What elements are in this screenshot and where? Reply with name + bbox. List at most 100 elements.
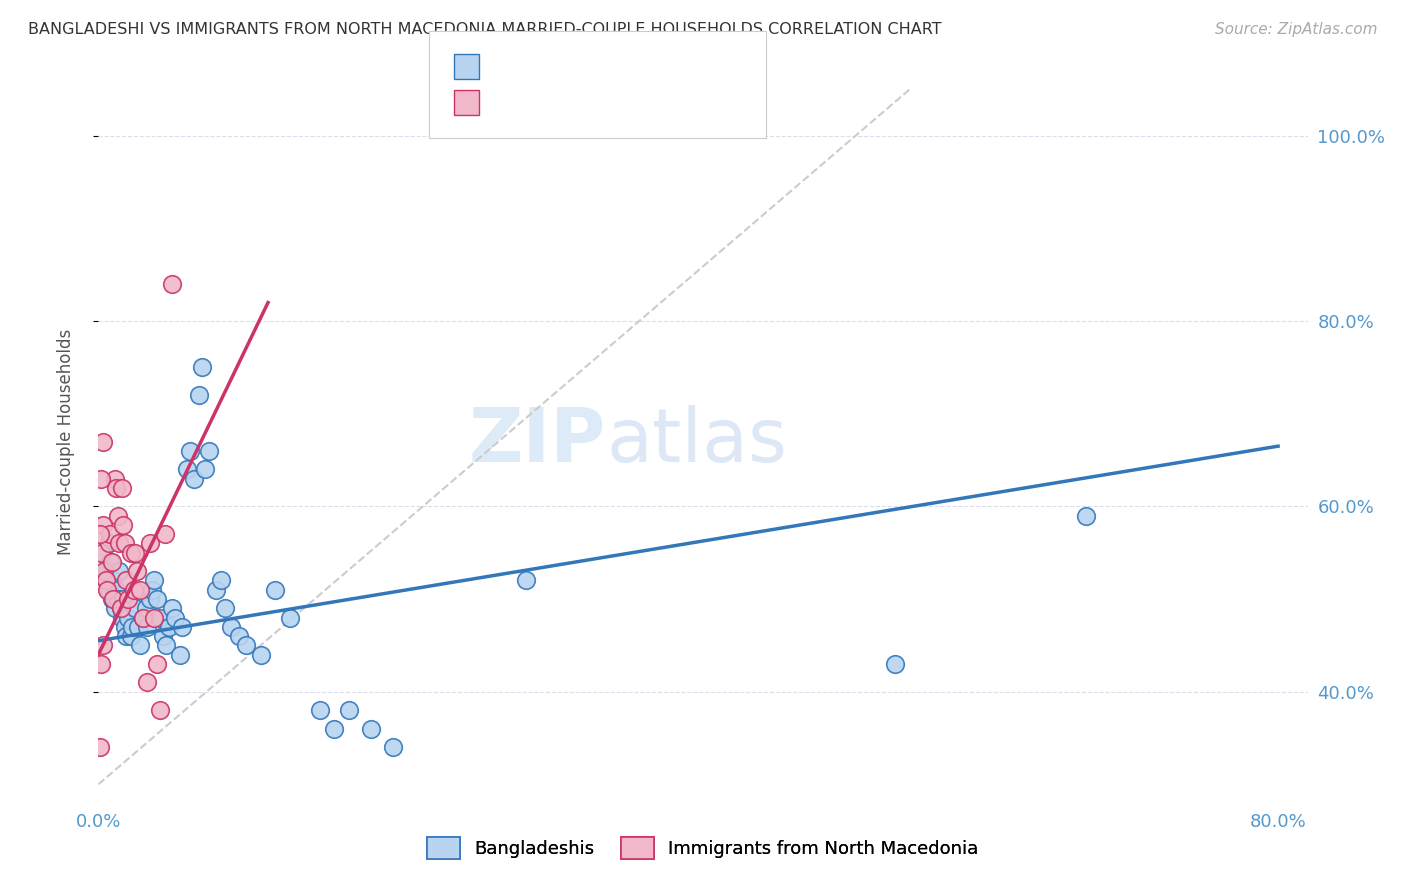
Point <box>89 740 111 755</box>
Point <box>107 508 129 523</box>
Point <box>160 601 183 615</box>
Point <box>127 620 149 634</box>
Point <box>111 481 134 495</box>
Point <box>108 536 131 550</box>
Point <box>90 546 112 560</box>
Point <box>153 527 176 541</box>
Point <box>179 443 201 458</box>
Point <box>249 648 271 662</box>
Text: N = 38: N = 38 <box>605 92 668 110</box>
Point <box>183 472 205 486</box>
Point <box>136 675 159 690</box>
Point <box>143 610 166 624</box>
Point <box>337 703 360 717</box>
Point <box>98 527 121 541</box>
Point <box>91 546 114 560</box>
Point <box>219 620 242 634</box>
Point <box>111 610 134 624</box>
Point <box>107 592 129 607</box>
Point <box>146 592 169 607</box>
Point <box>97 582 120 597</box>
Point <box>91 434 114 449</box>
Text: ZIP: ZIP <box>470 405 606 478</box>
Text: BANGLADESHI VS IMMIGRANTS FROM NORTH MACEDONIA MARRIED-COUPLE HOUSEHOLDS CORRELA: BANGLADESHI VS IMMIGRANTS FROM NORTH MAC… <box>28 22 942 37</box>
Point <box>117 610 139 624</box>
Point <box>198 443 221 458</box>
Point <box>108 564 131 578</box>
Point <box>125 564 148 578</box>
Point <box>169 648 191 662</box>
Point <box>100 555 122 569</box>
Point <box>105 481 128 495</box>
Point <box>91 638 114 652</box>
Point <box>104 601 127 615</box>
Text: R = 0.276: R = 0.276 <box>488 56 578 74</box>
Point <box>323 722 346 736</box>
Point <box>121 620 143 634</box>
Point <box>128 638 150 652</box>
Point <box>124 601 146 615</box>
Point <box>187 388 209 402</box>
Point <box>110 601 132 615</box>
Point <box>157 620 180 634</box>
Point <box>214 601 236 615</box>
Point <box>120 546 142 560</box>
Point <box>122 582 145 597</box>
Point <box>117 592 139 607</box>
Text: R = 0.556: R = 0.556 <box>488 92 578 110</box>
Text: Source: ZipAtlas.com: Source: ZipAtlas.com <box>1215 22 1378 37</box>
Point <box>115 574 138 588</box>
Point <box>308 703 330 717</box>
Point <box>139 536 162 550</box>
Point <box>97 536 120 550</box>
Point <box>176 462 198 476</box>
Point <box>90 472 112 486</box>
Point <box>149 610 172 624</box>
Point <box>205 582 228 597</box>
Point <box>120 629 142 643</box>
Point <box>139 592 162 607</box>
Point <box>155 638 177 652</box>
Point <box>114 620 136 634</box>
Point <box>160 277 183 291</box>
Point <box>143 574 166 588</box>
Point <box>515 574 537 588</box>
Point <box>152 629 174 643</box>
Point <box>104 472 127 486</box>
Point <box>131 610 153 624</box>
Point <box>194 462 217 476</box>
Point <box>149 703 172 717</box>
Point <box>105 582 128 597</box>
Point <box>114 536 136 550</box>
Legend: Bangladeshis, Immigrants from North Macedonia: Bangladeshis, Immigrants from North Mace… <box>420 830 986 866</box>
Point <box>131 610 153 624</box>
Point <box>115 629 138 643</box>
Point <box>110 601 132 615</box>
Point <box>112 592 135 607</box>
Point <box>101 574 124 588</box>
Point <box>94 574 117 588</box>
Point <box>228 629 250 643</box>
Point <box>136 620 159 634</box>
Point <box>91 517 114 532</box>
Point <box>141 582 163 597</box>
Y-axis label: Married-couple Households: Married-couple Households <box>56 328 75 555</box>
Point <box>94 574 117 588</box>
Point <box>1076 508 1098 523</box>
Point <box>235 638 257 652</box>
Point <box>190 360 212 375</box>
Point <box>101 592 124 607</box>
Point <box>100 592 122 607</box>
Point <box>278 610 301 624</box>
Point <box>172 620 194 634</box>
Point <box>93 564 115 578</box>
Point <box>124 546 146 560</box>
Point <box>264 582 287 597</box>
Point <box>165 610 187 624</box>
Point <box>146 657 169 671</box>
Point <box>883 657 905 671</box>
Text: atlas: atlas <box>606 405 787 478</box>
Point <box>209 574 232 588</box>
Point <box>360 722 382 736</box>
Point <box>135 601 157 615</box>
